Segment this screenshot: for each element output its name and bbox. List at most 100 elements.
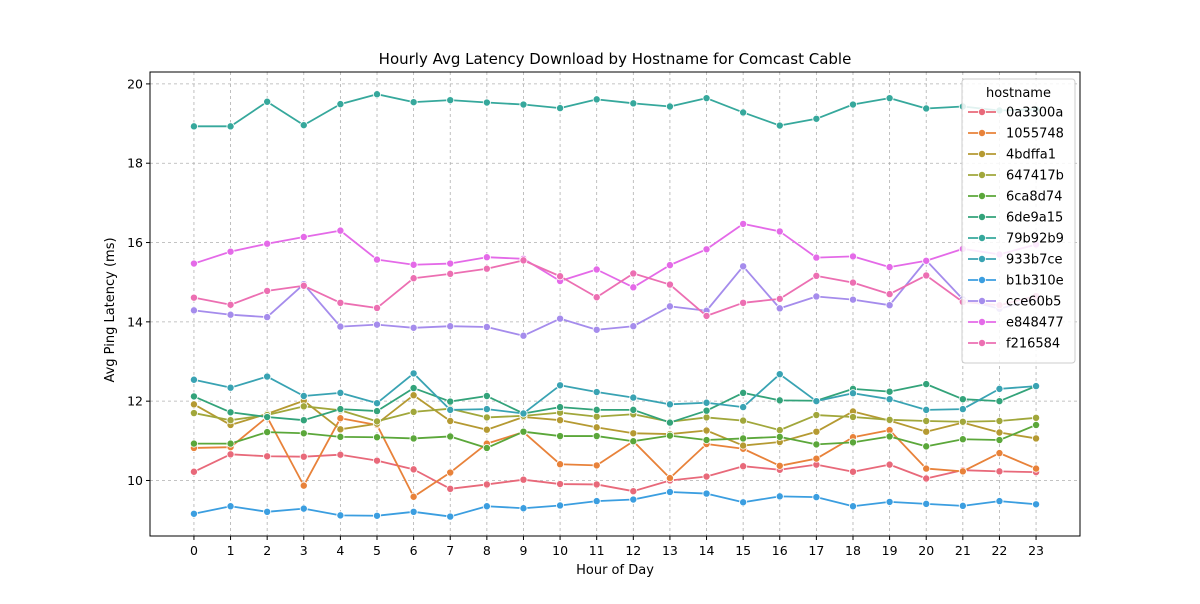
data-point: [922, 256, 931, 265]
data-point: [848, 413, 857, 422]
data-point: [739, 219, 748, 228]
x-tick-label: 2: [263, 543, 271, 558]
data-point: [775, 426, 784, 435]
data-point: [812, 454, 821, 463]
data-point: [885, 432, 894, 441]
data-point: [739, 403, 748, 412]
data-point: [775, 121, 784, 130]
legend-item: e848477: [968, 316, 1064, 331]
series-line: [193, 416, 1037, 498]
data-point: [409, 434, 418, 443]
legend-label: b1b310e: [1006, 274, 1064, 289]
legend-item: b1b310e: [968, 274, 1064, 289]
data-point: [739, 108, 748, 117]
data-point: [702, 436, 711, 445]
legend-swatch-marker: [978, 128, 987, 137]
data-point: [373, 456, 382, 465]
data-point: [373, 433, 382, 442]
data-point: [189, 259, 198, 268]
data-point: [995, 428, 1004, 437]
data-point: [592, 423, 601, 432]
grid: [150, 72, 1080, 536]
data-point: [922, 499, 931, 508]
data-point: [958, 501, 967, 510]
data-point: [482, 405, 491, 414]
data-point: [702, 311, 711, 320]
data-point: [226, 439, 235, 448]
data-point: [226, 300, 235, 309]
data-point: [739, 298, 748, 307]
data-point: [519, 504, 528, 513]
data-point: [299, 392, 308, 401]
data-point: [373, 511, 382, 520]
data-point: [336, 388, 345, 397]
legend-item: 4bdffa1: [968, 148, 1056, 163]
data-point: [482, 480, 491, 489]
series-line: [193, 453, 1037, 493]
data-point: [885, 263, 894, 272]
data-point: [1032, 434, 1041, 443]
data-point: [482, 392, 491, 401]
data-point: [592, 388, 601, 397]
legend: hostname 0a3300a 1055748 4bdffa1 647417b 6ca8…: [961, 78, 1076, 364]
series-6de9a15: [189, 380, 1041, 427]
data-point: [226, 247, 235, 256]
legend-label: 933b7ce: [1006, 253, 1062, 268]
x-tick-label: 23: [1028, 543, 1044, 558]
data-point: [1032, 500, 1041, 509]
data-point: [189, 509, 198, 518]
data-point: [519, 256, 528, 265]
legend-item: 6de9a15: [968, 211, 1063, 226]
x-tick-label: 12: [625, 543, 641, 558]
data-point: [775, 461, 784, 470]
data-point: [263, 372, 272, 381]
data-point: [958, 395, 967, 404]
data-point: [409, 98, 418, 107]
data-point: [775, 396, 784, 405]
data-point: [373, 255, 382, 264]
legend-item: f216584: [968, 337, 1060, 352]
data-point: [739, 434, 748, 443]
legend-swatch-marker: [978, 149, 987, 158]
data-point: [446, 512, 455, 521]
data-point: [263, 239, 272, 248]
data-point: [1032, 420, 1041, 429]
data-point: [592, 325, 601, 334]
data-point: [556, 314, 565, 323]
data-point: [592, 95, 601, 104]
data-point: [226, 310, 235, 319]
data-point: [812, 411, 821, 420]
data-point: [922, 474, 931, 483]
legend-label: 6de9a15: [1006, 211, 1063, 226]
series-cce60b5: [189, 256, 1041, 340]
x-axis-label: Hour of Day: [576, 563, 654, 578]
data-point: [922, 104, 931, 113]
data-point: [299, 232, 308, 241]
data-point: [739, 462, 748, 471]
data-point: [848, 100, 857, 109]
data-point: [775, 370, 784, 379]
data-point: [592, 293, 601, 302]
legend-item: 79b92b9: [968, 232, 1064, 247]
data-point: [592, 405, 601, 414]
x-tick-label: 7: [446, 543, 454, 558]
legend-label: 79b92b9: [1006, 232, 1064, 247]
data-point: [299, 504, 308, 513]
series-647417b: [189, 402, 1041, 435]
data-point: [336, 450, 345, 459]
data-point: [922, 427, 931, 436]
data-point: [299, 429, 308, 438]
data-point: [482, 443, 491, 452]
data-point: [702, 245, 711, 254]
data-point: [373, 417, 382, 426]
legend-swatch-marker: [978, 191, 987, 200]
data-point: [629, 487, 638, 496]
legend-swatch-marker: [978, 170, 987, 179]
data-point: [995, 467, 1004, 476]
y-tick-label: 20: [127, 76, 143, 91]
data-point: [848, 278, 857, 287]
data-point: [629, 495, 638, 504]
legend-box: [961, 78, 1076, 364]
data-point: [409, 391, 418, 400]
